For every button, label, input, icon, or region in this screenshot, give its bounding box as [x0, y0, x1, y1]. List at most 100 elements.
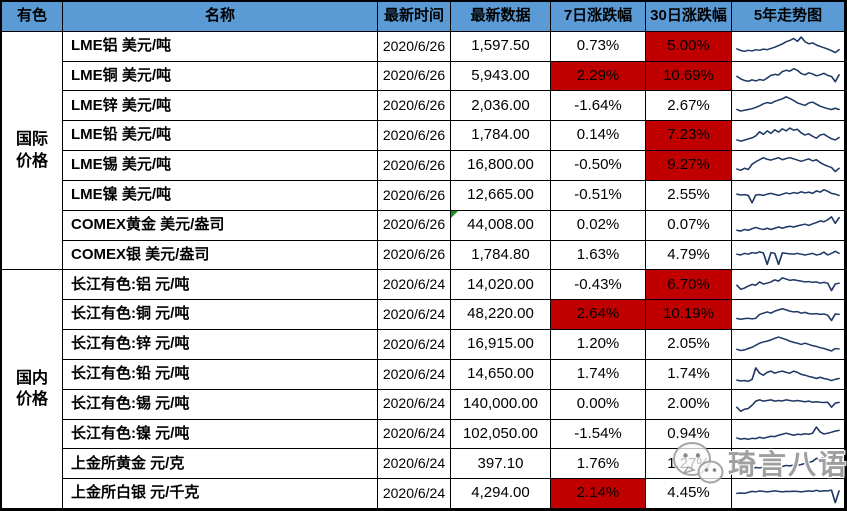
row-date: 2020/6/26 — [378, 180, 451, 211]
chg30-cell-text: 1.27% — [667, 454, 710, 472]
chg30-cell-text: 0.94% — [667, 424, 710, 442]
row-date: 2020/6/26 — [378, 121, 451, 152]
sparkline-chart — [736, 67, 840, 83]
row-date: 2020/6/26 — [378, 31, 451, 62]
row-value: 140,000.00 — [451, 389, 551, 420]
row-name: LME铅 美元/吨 — [63, 121, 378, 152]
chg7-cell-text: 1.63% — [576, 245, 620, 263]
sparkline-cell — [732, 359, 845, 390]
sparkline-chart — [736, 215, 840, 232]
sparkline-cell — [732, 61, 845, 92]
sparkline-chart — [736, 277, 840, 292]
sparkline-chart — [736, 96, 840, 113]
header-5year-trend: 5年走势图 — [732, 2, 845, 32]
row-value: 14,020.00 — [451, 270, 551, 301]
row-date-text: 2020/6/26 — [382, 216, 446, 233]
row-date-text: 2020/6/26 — [382, 186, 446, 203]
row-name: LME铝 美元/吨 — [63, 31, 378, 62]
chg30-cell: 1.74% — [646, 359, 732, 390]
header-latest-value: 最新数据 — [451, 2, 551, 32]
row-name: LME锡 美元/吨 — [63, 151, 378, 181]
sparkline-chart — [736, 336, 840, 352]
sparkline-cell — [732, 449, 845, 480]
row-date: 2020/6/24 — [378, 389, 451, 420]
row-date-text: 2020/6/26 — [382, 127, 446, 143]
chg7-cell: 1.63% — [551, 240, 646, 271]
row-date: 2020/6/24 — [378, 479, 451, 509]
chg30-cell: 4.79% — [646, 240, 732, 271]
row-value: 397.10 — [451, 449, 551, 480]
row-date: 2020/6/26 — [378, 151, 451, 181]
sparkline-cell — [732, 91, 845, 122]
row-value-text: 102,050.00 — [462, 424, 539, 442]
chg7-cell-text: 1.20% — [576, 335, 620, 353]
row-date: 2020/6/24 — [378, 449, 451, 480]
row-value: 4,294.00 — [451, 479, 551, 509]
row-date: 2020/6/24 — [378, 300, 451, 331]
row-date-text: 2020/6/26 — [382, 156, 446, 173]
row-name-text: LME铝 美元/吨 — [71, 36, 171, 54]
chg7-cell-text: 0.00% — [576, 394, 620, 412]
row-value-text: 2,036.00 — [471, 96, 530, 114]
chg7-cell: -1.54% — [551, 419, 646, 450]
row-name: 长江有色:铅 元/吨 — [63, 359, 378, 390]
chg7-cell: -1.64% — [551, 91, 646, 122]
chg7-cell: -0.43% — [551, 270, 646, 301]
row-name: LME镍 美元/吨 — [63, 180, 378, 211]
chg30-cell-text: 2.55% — [667, 186, 710, 204]
row-name-text: COMEX银 美元/盎司 — [71, 245, 210, 263]
sparkline-cell — [732, 389, 845, 420]
row-value-text: 1,784.80 — [471, 245, 530, 263]
sparkline-chart — [736, 366, 840, 382]
row-date-text: 2020/6/26 — [382, 67, 446, 84]
chg30-cell-text: 10.19% — [663, 305, 714, 323]
row-name-text: LME镍 美元/吨 — [71, 186, 171, 204]
group-label: 国内价格 — [2, 270, 63, 509]
chg30-cell: 2.05% — [646, 330, 732, 360]
chg7-cell-text: 2.64% — [576, 305, 620, 323]
chg7-cell-text: 2.14% — [576, 484, 620, 502]
chg30-cell: 0.07% — [646, 210, 732, 241]
row-date: 2020/6/24 — [378, 270, 451, 301]
chg7-cell-text: 0.02% — [576, 215, 620, 233]
chg30-cell: 9.27% — [646, 151, 732, 181]
row-value: 102,050.00 — [451, 419, 551, 450]
chg7-cell: -0.51% — [551, 180, 646, 211]
row-name-text: 上金所黄金 元/克 — [71, 454, 185, 472]
chg7-cell: 0.00% — [551, 389, 646, 420]
row-value-text: 4,294.00 — [471, 484, 530, 502]
row-value-text: 44,008.00 — [467, 215, 534, 233]
group-label-text: 国内价格 — [16, 369, 49, 409]
green-corner-indicator — [451, 210, 458, 218]
chg7-cell: 2.29% — [551, 61, 646, 92]
chg30-cell: 4.45% — [646, 479, 732, 509]
chg30-cell-text: 5.00% — [667, 36, 710, 54]
row-date: 2020/6/24 — [378, 359, 451, 390]
chg30-cell-text: 1.74% — [667, 365, 710, 383]
row-value-text: 1,784.00 — [471, 126, 530, 144]
chg7-cell-text: 2.29% — [576, 66, 620, 84]
sparkline-cell — [732, 330, 845, 360]
chg30-cell-text: 4.45% — [667, 484, 710, 502]
row-name: LME铜 美元/吨 — [63, 61, 378, 92]
row-value: 12,665.00 — [451, 180, 551, 211]
chg30-cell: 1.27% — [646, 449, 732, 480]
row-value-text: 140,000.00 — [462, 394, 539, 412]
chg30-cell-text: 10.69% — [663, 66, 714, 84]
row-date-text: 2020/6/24 — [382, 335, 446, 352]
row-name-text: LME锌 美元/吨 — [71, 96, 171, 114]
sparkline-cell — [732, 180, 845, 211]
chg30-cell: 10.19% — [646, 300, 732, 331]
row-date-text: 2020/6/24 — [382, 425, 446, 442]
chg30-cell: 2.00% — [646, 389, 732, 420]
row-name-text: 上金所白银 元/千克 — [71, 484, 200, 502]
chg7-cell: 1.76% — [551, 449, 646, 480]
sparkline-chart — [736, 250, 840, 265]
chg30-cell: 2.67% — [646, 91, 732, 122]
row-date-text: 2020/6/24 — [382, 484, 446, 501]
row-name: 上金所黄金 元/克 — [63, 449, 378, 480]
row-value: 16,800.00 — [451, 151, 551, 181]
sparkline-cell — [732, 479, 845, 509]
chg30-cell: 0.94% — [646, 419, 732, 450]
chg30-cell-text: 2.00% — [667, 394, 710, 412]
